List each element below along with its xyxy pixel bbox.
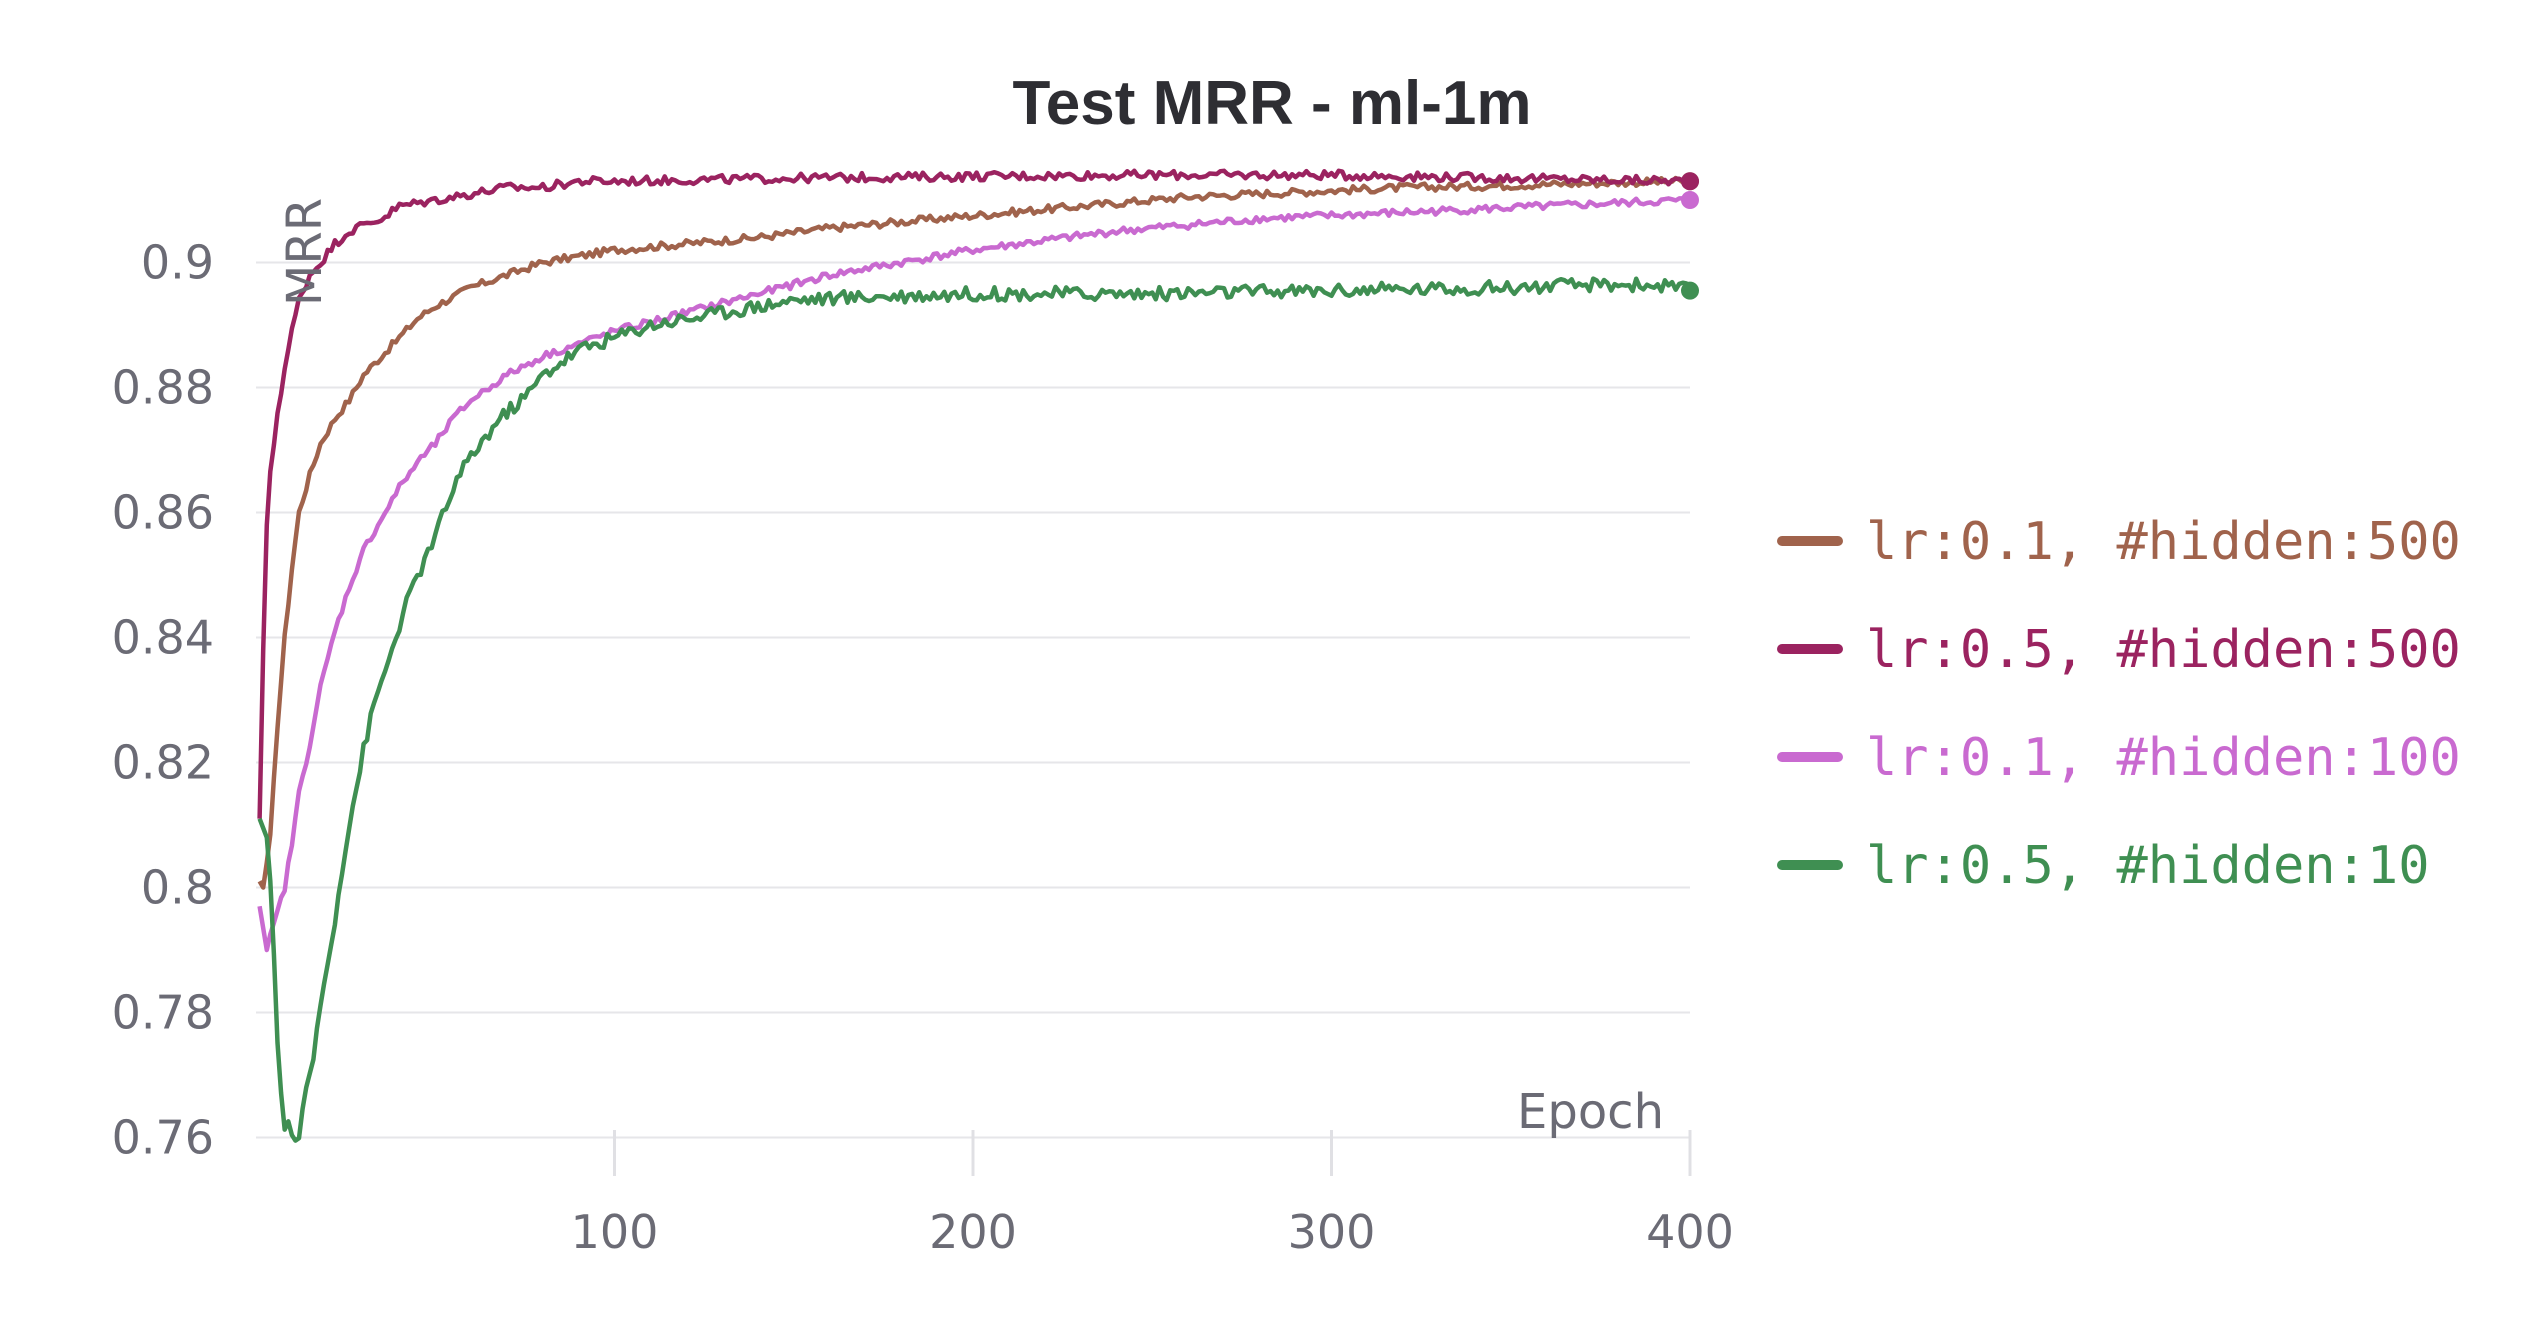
chart-title: Test MRR - ml-1m bbox=[1012, 69, 1531, 138]
x-axis-label: Epoch bbox=[1517, 1084, 1664, 1140]
y-tick-label: 0.84 bbox=[112, 611, 214, 665]
x-tick-label: 100 bbox=[571, 1205, 659, 1259]
y-tick-label: 0.9 bbox=[141, 236, 214, 290]
y-tick-label: 0.78 bbox=[112, 986, 214, 1040]
series-lines bbox=[257, 168, 1699, 1143]
y-tick-label: 0.88 bbox=[112, 361, 214, 415]
legend-label: lr:0.1, #hidden:500 bbox=[1866, 512, 2461, 572]
y-axis-ticks: 0.76 0.78 0.8 0.82 0.84 0.86 0.88 0.9 bbox=[112, 236, 214, 1165]
y-tick-label: 0.82 bbox=[112, 736, 214, 790]
series-line bbox=[257, 175, 1691, 890]
y-axis-label: MRR bbox=[277, 198, 333, 306]
grid bbox=[256, 261, 1690, 1139]
y-tick-label: 0.76 bbox=[112, 1111, 214, 1165]
x-tick-label: 300 bbox=[1288, 1205, 1376, 1259]
x-tick-label: 200 bbox=[929, 1205, 1017, 1259]
y-tick-label: 0.86 bbox=[112, 486, 214, 540]
series-line bbox=[257, 195, 1692, 953]
series-end-point bbox=[1681, 172, 1699, 191]
legend-label: lr:0.1, #hidden:100 bbox=[1866, 728, 2461, 788]
series-line bbox=[257, 276, 1693, 1143]
x-axis-ticks: 100 200 300 400 bbox=[571, 1130, 1734, 1259]
legend-label: lr:0.5, #hidden:500 bbox=[1866, 620, 2461, 680]
y-tick-label: 0.8 bbox=[141, 861, 214, 915]
x-tick-label: 400 bbox=[1646, 1205, 1734, 1259]
series-end-point bbox=[1681, 281, 1699, 300]
legend-label: lr:0.5, #hidden:10 bbox=[1866, 836, 2430, 896]
series-line bbox=[257, 168, 1692, 819]
series-end-point bbox=[1681, 191, 1699, 209]
legend: lr:0.1, #hidden:500 lr:0.5, #hidden:500 lr… bbox=[1777, 512, 2461, 896]
